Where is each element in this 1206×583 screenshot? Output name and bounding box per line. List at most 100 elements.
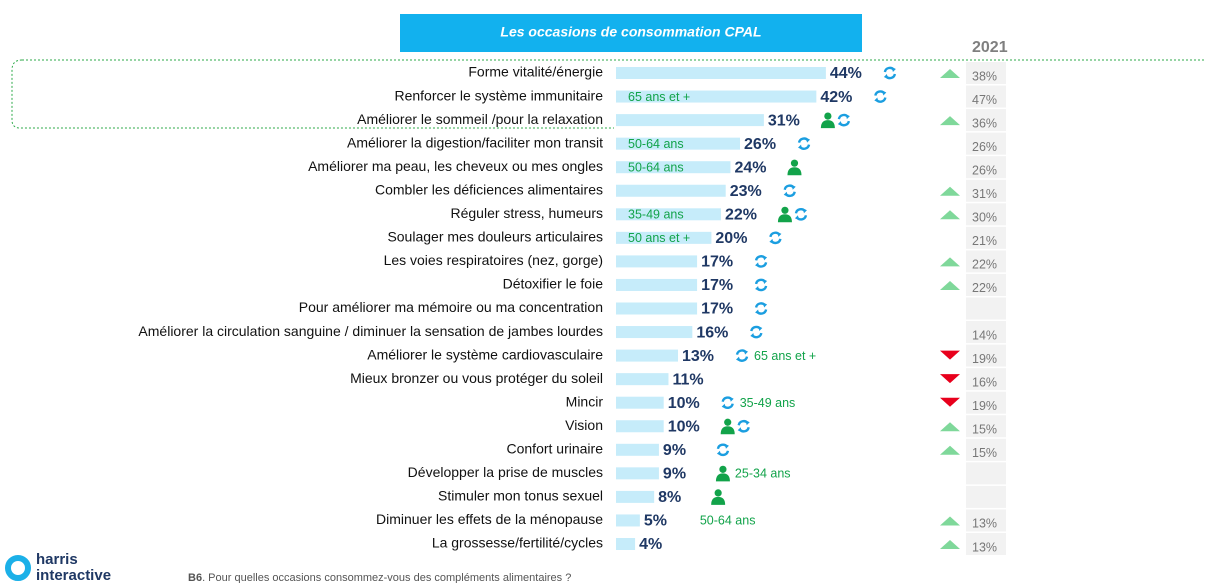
comparison-cell	[966, 179, 1006, 202]
trend-up	[940, 186, 960, 196]
comparison-cell	[966, 203, 1006, 226]
comparison-value: 15%	[972, 423, 997, 437]
age-label: 50-64 ans	[628, 160, 684, 174]
age-label: 50-64 ans	[700, 514, 756, 528]
title-box	[400, 14, 862, 52]
refresh-head	[716, 443, 729, 456]
comparison-value: 19%	[972, 399, 997, 413]
bar	[616, 538, 636, 550]
refresh-head	[750, 326, 763, 339]
category-label: Stimuler mon tonus sexuel	[438, 488, 603, 504]
rows: Forme vitalité/énergie 44% 38% Renforcer le…	[138, 62, 1006, 555]
comparison-value: 38%	[972, 69, 997, 83]
trend-down	[940, 374, 960, 384]
person-body	[820, 120, 835, 129]
trend-up	[940, 280, 960, 290]
value-label: 22%	[725, 207, 757, 224]
refresh-head	[736, 349, 749, 362]
trend-up	[940, 540, 960, 549]
trend-up	[940, 257, 960, 267]
bar	[616, 514, 640, 527]
refresh-head	[794, 208, 807, 221]
trend-up	[940, 422, 960, 432]
comparison-cell	[966, 509, 1006, 532]
comparison-cell	[966, 533, 1006, 555]
age-label: 25-34 ans	[735, 467, 791, 481]
comparison-value: 13%	[972, 540, 997, 554]
value-label: 9%	[663, 442, 686, 459]
value-label: 44%	[830, 65, 862, 82]
category-label: Les voies respiratoires (nez, gorge)	[384, 252, 603, 268]
category-label: Mieux bronzer ou vous protéger du soleil	[350, 370, 603, 386]
bar	[616, 184, 726, 197]
category-label: Réguler stress, humeurs	[450, 205, 603, 221]
comparison-cell	[966, 132, 1006, 155]
person-head	[781, 206, 789, 214]
value-label: 26%	[744, 136, 776, 153]
bar	[616, 114, 764, 127]
value-label: 16%	[696, 324, 728, 341]
value-label: 17%	[701, 254, 733, 271]
person-body	[777, 214, 792, 223]
refresh-head	[783, 184, 796, 197]
category-label: Soulager mes douleurs articulaires	[387, 229, 603, 245]
person-body	[715, 473, 730, 482]
refresh-icon	[797, 137, 811, 150]
logo-text: interactive	[36, 567, 111, 583]
trend-up	[940, 210, 960, 220]
category-label: Pour améliorer ma mémoire ou ma concentr…	[299, 299, 603, 315]
bar	[616, 396, 664, 409]
category-label: Améliorer ma peau, les cheveux ou mes on…	[308, 158, 603, 174]
value-label: 10%	[668, 395, 700, 412]
category-label: Améliorer le système cardiovasculaire	[367, 346, 603, 362]
comparison-cell	[966, 297, 1006, 320]
trend-down	[940, 350, 960, 360]
comparison-cell	[966, 62, 1006, 84]
comparison-cell	[966, 156, 1006, 179]
value-label: 13%	[682, 348, 714, 365]
person-icon	[715, 465, 730, 482]
category-label: Renforcer le système immunitaire	[394, 87, 603, 103]
bar	[616, 255, 698, 268]
value-label: 17%	[701, 277, 733, 294]
comparison-value: 19%	[972, 352, 997, 366]
person-icon	[777, 206, 792, 223]
value-label: 20%	[715, 230, 747, 247]
refresh-icon	[721, 396, 734, 409]
refresh-icon	[794, 208, 808, 221]
value-label: 24%	[734, 159, 766, 176]
comparison-cell	[966, 344, 1006, 367]
refresh-head	[755, 278, 768, 291]
refresh-head	[874, 90, 887, 103]
person-icon	[711, 489, 726, 505]
person-icon	[720, 418, 735, 435]
refresh-icon	[716, 443, 730, 457]
refresh-icon	[750, 325, 763, 339]
refresh-icon	[754, 255, 768, 268]
comparison-value: 30%	[972, 211, 997, 225]
comparison-value: 14%	[972, 328, 997, 342]
bar	[616, 67, 826, 79]
trend-up	[940, 516, 960, 526]
refresh-head	[737, 420, 750, 433]
age-label: 50-64 ans	[628, 137, 684, 151]
person-head	[724, 418, 732, 426]
bar	[616, 326, 693, 339]
bar	[616, 302, 698, 315]
comparison-cell	[966, 226, 1006, 249]
age-label: 65 ans et +	[628, 90, 690, 104]
age-label: 65 ans et +	[754, 349, 816, 363]
comparison-cell	[966, 391, 1006, 414]
refresh-head	[798, 137, 811, 150]
bar	[616, 490, 655, 503]
category-label: Confort urinaire	[507, 441, 604, 457]
category-label: La grossesse/fertilité/cycles	[432, 535, 603, 551]
footer-question: B6. Pour quelles occasions consommez-vou…	[188, 572, 571, 583]
comparison-cell	[966, 485, 1006, 508]
person-body	[720, 426, 735, 435]
bar	[616, 208, 721, 221]
refresh-head	[721, 396, 734, 409]
bar	[616, 373, 669, 386]
person-icon	[787, 159, 802, 176]
comparison-cell	[966, 321, 1006, 344]
